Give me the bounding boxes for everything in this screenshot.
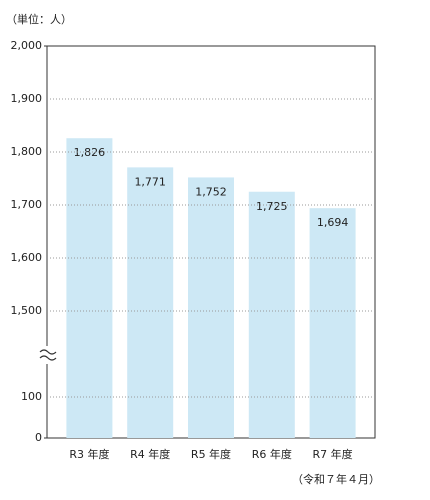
- bar: [188, 177, 234, 438]
- y-tick-label: 1,900: [11, 92, 43, 105]
- x-tick-label: R3 年度: [69, 447, 109, 461]
- bar: [66, 138, 113, 438]
- y-tick-label: 0: [35, 431, 42, 444]
- value-label: 1,771: [134, 175, 166, 188]
- x-tick-label: R6 年度: [252, 447, 292, 461]
- y-tick-label: 1,500: [11, 304, 43, 317]
- bar: [309, 208, 356, 438]
- y-tick-label: 1,700: [11, 198, 43, 211]
- note: （令和７年４月）: [292, 472, 380, 486]
- y-tick-label: 1,600: [11, 251, 43, 264]
- value-label: 1,725: [256, 200, 288, 213]
- x-tick-label: R5 年度: [191, 447, 231, 461]
- bar: [127, 167, 174, 438]
- break-mask: [38, 346, 56, 364]
- y-tick-label: 2,000: [11, 39, 43, 52]
- x-tick-label: R4 年度: [130, 447, 170, 461]
- value-label: 1,752: [195, 185, 227, 198]
- axis-break: [39, 349, 57, 361]
- value-label: 1,826: [74, 146, 106, 159]
- value-label: 1,694: [317, 216, 349, 229]
- x-tick-label: R7 年度: [313, 447, 353, 461]
- bar: [248, 191, 295, 438]
- y-tick-label: 1,800: [11, 145, 43, 158]
- y-tick-label: 100: [21, 390, 42, 403]
- unit-label: （単位：人）: [6, 12, 72, 26]
